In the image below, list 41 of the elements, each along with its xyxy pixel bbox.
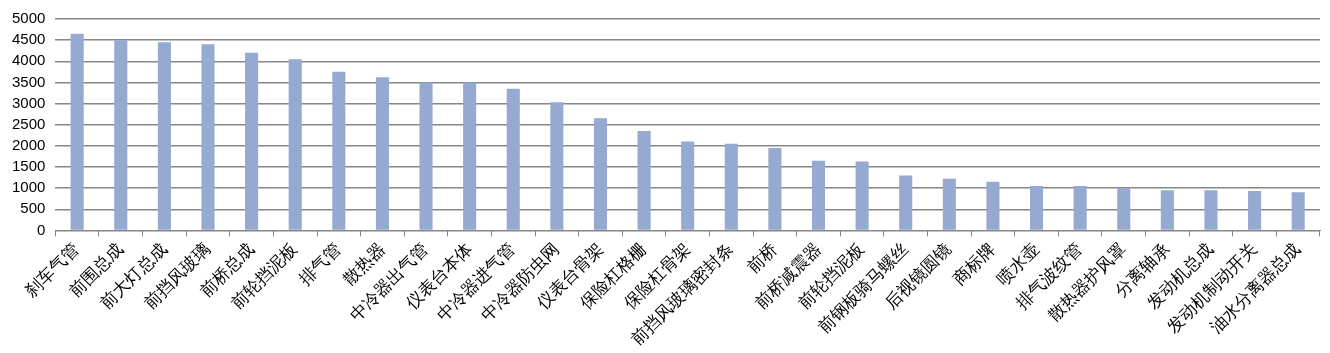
bar [899,175,913,230]
y-tick-label: 5000 [11,9,46,27]
bar [1160,190,1174,230]
bar [245,52,259,230]
bar [419,82,433,230]
bar [70,33,84,230]
bar [332,71,346,230]
bar [681,141,695,230]
bar [114,40,128,230]
bar [1117,188,1131,230]
bar [768,147,782,230]
y-tick-label: 1000 [11,178,46,196]
bar [1030,186,1044,230]
y-tick-label: 4500 [11,30,46,48]
bar [1073,186,1087,230]
y-tick-label: 0 [37,220,46,238]
bar [157,42,171,230]
bar [506,88,520,230]
bar [288,59,302,230]
bar [986,181,1000,230]
y-tick-label: 3000 [11,93,46,111]
bar [593,118,608,230]
bar [201,44,215,230]
y-tick-label: 2000 [11,135,46,153]
y-tick-label: 1500 [11,157,46,175]
bar [1204,190,1218,230]
bar [811,160,826,230]
bar [724,143,738,230]
x-tick-label: 前桥 [743,239,781,277]
y-tick-label: 3500 [11,72,46,90]
bar [1291,192,1305,230]
bar [855,161,869,230]
bar [375,77,389,230]
bar [1248,191,1262,230]
bar [942,178,956,230]
y-tick-label: 2500 [11,114,46,132]
bar [637,131,651,230]
bar [550,102,564,230]
bar [463,82,477,230]
y-tick-label: 500 [20,199,46,217]
y-tick-label: 4000 [11,51,46,69]
